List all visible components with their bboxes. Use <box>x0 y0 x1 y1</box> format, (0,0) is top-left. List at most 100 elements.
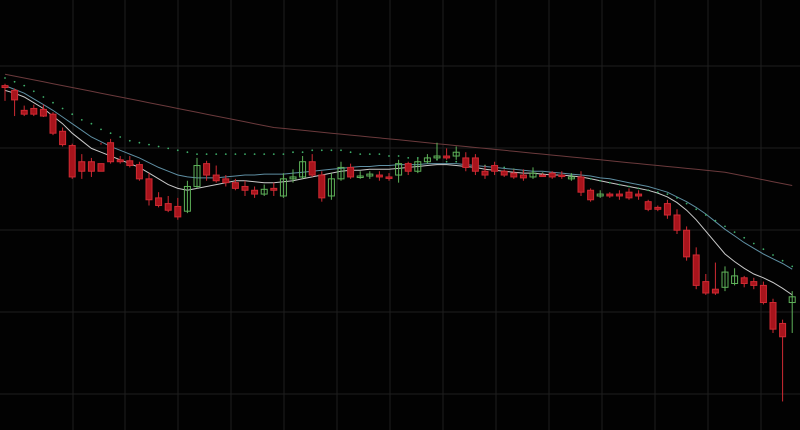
indicator-dot <box>503 166 506 169</box>
bearish-candle-body <box>548 172 556 178</box>
indicator-dot <box>157 145 160 148</box>
candle <box>289 169 297 183</box>
candle <box>711 262 719 295</box>
candle <box>97 142 105 172</box>
indicator-dot <box>292 151 294 154</box>
bearish-candle-body <box>308 161 316 176</box>
indicator-dot <box>13 80 16 83</box>
indicator-dot <box>205 153 208 156</box>
bearish-candle-body <box>116 159 124 163</box>
bearish-candle-body <box>779 322 787 338</box>
bearish-candle-body <box>270 187 278 191</box>
bearish-candle-body <box>107 142 115 163</box>
bullish-candle-body <box>721 271 729 288</box>
candle <box>539 173 547 178</box>
bullish-candle-body <box>452 151 460 157</box>
candle <box>433 142 441 160</box>
bearish-candle-body <box>615 193 623 197</box>
bullish-candle-body <box>414 161 422 172</box>
indicator-dot <box>599 179 602 182</box>
candle <box>155 192 163 208</box>
indicator-dot <box>752 242 755 245</box>
indicator-dot <box>772 254 774 256</box>
candle <box>471 154 479 176</box>
bullish-candle-body <box>423 157 431 163</box>
candle <box>59 127 67 147</box>
bullish-candle-body <box>356 175 364 178</box>
bullish-candle-body <box>289 176 297 180</box>
candle <box>327 173 335 200</box>
indicator-dot <box>589 177 592 180</box>
candle <box>750 277 758 290</box>
indicator-dot <box>42 96 45 98</box>
indicator-dot <box>234 153 237 156</box>
bearish-candle-body <box>606 193 614 197</box>
bullish-candle-body <box>596 193 604 197</box>
bearish-candle-body <box>318 174 326 199</box>
candle <box>337 161 345 181</box>
indicator-dot <box>167 147 170 150</box>
bearish-candle-body <box>68 145 76 178</box>
candle <box>39 104 47 118</box>
candle <box>702 273 710 295</box>
candle <box>193 157 201 189</box>
indicator-dot <box>666 193 669 196</box>
bearish-candle-body <box>673 214 681 231</box>
candle <box>78 154 86 179</box>
bearish-candle-body <box>135 164 143 180</box>
bearish-candle-body <box>251 189 259 195</box>
bullish-candle-body <box>567 176 575 180</box>
indicator-dot <box>704 214 707 216</box>
bearish-candle-body <box>164 203 172 211</box>
candle <box>654 205 662 212</box>
indicator-dot <box>340 149 342 152</box>
candle <box>318 171 326 202</box>
indicator-dot <box>330 149 333 152</box>
candle <box>462 152 470 172</box>
indicator-dot <box>100 128 102 131</box>
bearish-candle-body <box>711 288 719 294</box>
indicator-dot <box>359 153 362 156</box>
bullish-candle-body <box>788 296 796 304</box>
bearish-candle-body <box>577 176 585 193</box>
bullish-candle-body <box>193 165 201 187</box>
candle <box>183 180 191 214</box>
bearish-candle-body <box>30 107 38 115</box>
bearish-candle-body <box>97 163 105 172</box>
indicator-dot <box>52 101 54 104</box>
indicator-dot <box>253 153 256 156</box>
bullish-candle-body <box>337 166 345 180</box>
candle <box>721 266 729 292</box>
candle <box>145 173 153 206</box>
candle <box>423 154 431 164</box>
indicator-dot <box>685 202 688 205</box>
candle <box>500 169 508 177</box>
bearish-candle-body <box>539 174 547 178</box>
bearish-candle-body <box>126 160 134 167</box>
indicator-dot <box>4 77 6 79</box>
indicator-dot <box>23 84 26 87</box>
indicator-dot <box>176 149 179 152</box>
indicator-dot <box>90 122 93 125</box>
indicator-dot <box>762 248 765 251</box>
indicator-dot <box>781 259 784 262</box>
indicator-dot <box>349 151 352 154</box>
candle <box>769 298 777 333</box>
bearish-candle-body <box>443 155 451 159</box>
bearish-candle-body <box>654 206 662 210</box>
candle <box>30 104 38 117</box>
candle <box>577 171 585 196</box>
candle <box>222 175 230 187</box>
indicator-dot <box>388 155 390 157</box>
bearish-candle-body <box>769 302 777 330</box>
fast-moving-average-line <box>4 89 793 296</box>
indicator-dot <box>301 151 304 154</box>
candle <box>356 171 364 179</box>
candle <box>625 188 633 200</box>
candle <box>692 247 700 290</box>
indicator-dot <box>637 187 640 190</box>
candle <box>1 83 9 101</box>
candle <box>443 148 451 160</box>
